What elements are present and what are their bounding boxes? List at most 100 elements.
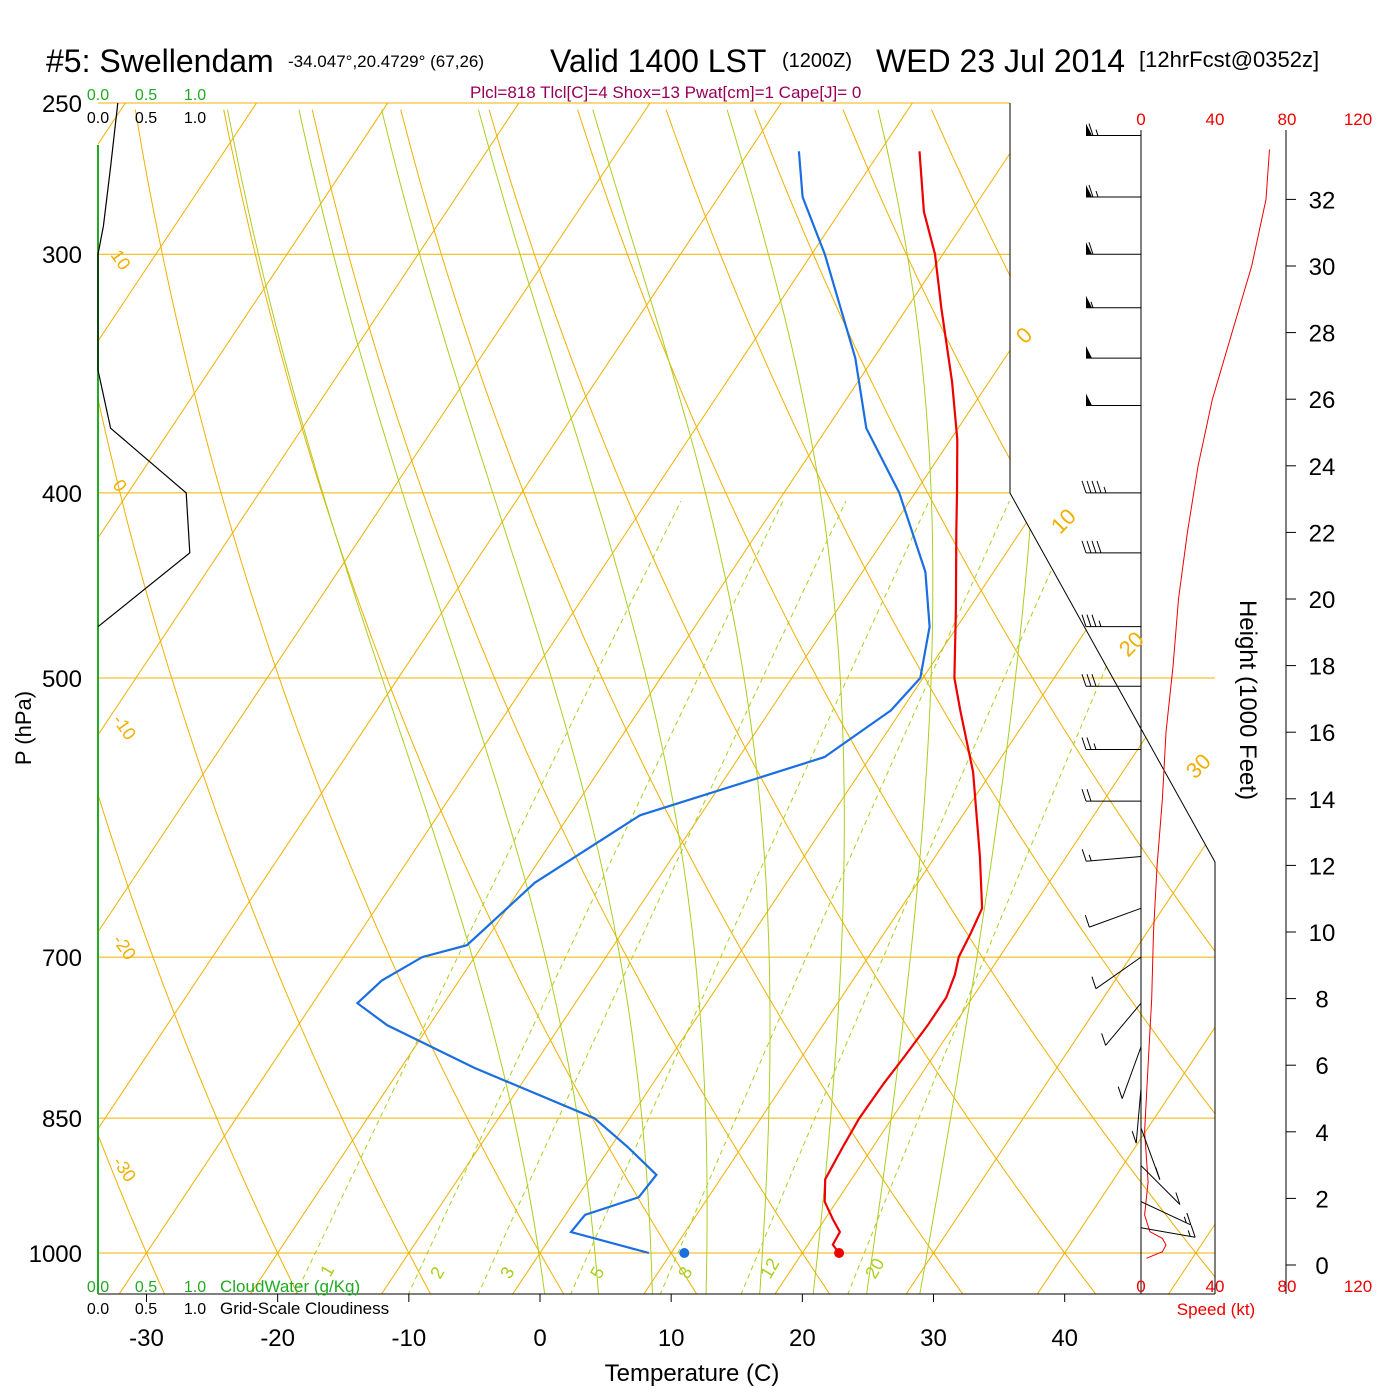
adiabat-label: 10 — [107, 246, 135, 274]
wind-barb-full — [1131, 1131, 1137, 1144]
wind-barb-full — [1101, 1033, 1107, 1046]
dry-adiabat — [754, 109, 1215, 1294]
surface-dewpoint-marker — [679, 1248, 690, 1258]
speed-tick-bottom: 120 — [1344, 1277, 1372, 1296]
wind-barb — [1117, 1046, 1142, 1099]
wind-barb-full — [1081, 674, 1087, 687]
wind-barb-full — [1086, 540, 1092, 554]
moist-adiabat — [298, 109, 601, 1294]
isotherm — [232, 103, 1044, 1294]
wind-barb-full — [1086, 674, 1092, 687]
title-zulu: (1200Z) — [782, 50, 852, 72]
dry-adiabat — [223, 109, 714, 1294]
adiabat-label: -30 — [109, 1153, 140, 1186]
temperature-tick-label: -30 — [129, 1325, 164, 1352]
wind-barb-full — [1086, 480, 1092, 494]
mixing-ratio-label: 12 — [756, 1255, 783, 1282]
isotherm — [626, 103, 1215, 1294]
wind-barb-full — [1081, 849, 1087, 862]
temperature-tick-label: -20 — [260, 1325, 295, 1352]
mixing-ratio-label: 5 — [586, 1263, 608, 1282]
wind-barb-flag — [1086, 242, 1092, 255]
cloud-tick-label: 1.0 — [184, 87, 206, 104]
wind-barb-full — [1096, 480, 1102, 494]
wind-barb-half — [1095, 190, 1099, 198]
plot-border-right — [1009, 103, 1216, 1294]
title-valid: Valid 1400 LST — [550, 43, 766, 79]
speed-tick-top: 40 — [1206, 110, 1225, 129]
wind-barb — [1140, 1225, 1196, 1238]
wind-barb — [1101, 1002, 1142, 1046]
wind-barb-full — [1081, 480, 1087, 494]
wind-barb-staff — [1140, 1201, 1192, 1226]
temperature-tick-label: 10 — [658, 1325, 685, 1352]
cloud-tick-label: 1.0 — [184, 1279, 206, 1296]
wind-barb-flag — [1086, 123, 1092, 136]
wind-barb-staff — [1140, 1165, 1181, 1205]
wind-barb-flag — [1086, 295, 1092, 308]
cloud-water-label: CloudWater (g/Kg) — [220, 1277, 360, 1296]
x-axis-title: Temperature (C) — [605, 1360, 780, 1387]
surface-temperature-marker — [834, 1248, 845, 1258]
moist-adiabat — [862, 109, 934, 1294]
isotherm — [101, 103, 913, 1294]
mixing-ratio-line — [466, 500, 847, 1294]
cloudiness-label: Grid-Scale Cloudiness — [220, 1299, 389, 1318]
dewpoint-line — [355, 151, 931, 1255]
wind-barb-full — [1081, 540, 1087, 554]
speed-tick-bottom: 0 — [1136, 1277, 1145, 1296]
cloud-tick-label: 0.0 — [87, 1301, 109, 1318]
wind-barb-full — [1091, 614, 1097, 627]
cloud-tick-label: 0.5 — [135, 87, 157, 104]
height-tick-label: 32 — [1309, 187, 1336, 214]
pressure-tick-label: 500 — [42, 666, 82, 693]
pressure-tick-label: 400 — [42, 481, 82, 508]
wind-barb-half — [1187, 1230, 1191, 1237]
height-tick-label: 4 — [1315, 1120, 1328, 1147]
temperature-line — [823, 151, 984, 1254]
pressure-tick-label: 1000 — [29, 1241, 82, 1268]
wind-barb-flag — [1086, 346, 1092, 359]
isotherm — [1282, 103, 1400, 1320]
temperature-tick-label: -10 — [391, 1325, 426, 1352]
title-forecast: [12hrFcst@0352z] — [1139, 47, 1319, 72]
wind-barb-half — [1098, 620, 1102, 627]
wind-barb-staff — [1105, 1002, 1142, 1046]
wind-barb-staff — [1140, 1227, 1196, 1238]
wind-barb-half — [1183, 1216, 1187, 1223]
isotherm — [98, 103, 651, 1294]
wind-speed-line — [1144, 149, 1270, 1259]
wind-barb-staff — [1121, 1046, 1142, 1099]
wind-barb — [1086, 346, 1141, 359]
isotherm — [757, 103, 1215, 1294]
cloudiness-line — [97, 102, 191, 628]
height-tick-label: 10 — [1309, 920, 1336, 947]
wind-barb — [1081, 849, 1142, 862]
wind-barb — [1086, 123, 1141, 137]
temperature-tick-label: 40 — [1051, 1325, 1078, 1352]
wind-barb — [1081, 614, 1141, 628]
wind-barb — [1086, 295, 1141, 309]
dry-adiabat — [488, 109, 1117, 1294]
height-tick-label: 28 — [1309, 321, 1336, 348]
cloud-tick-label: 1.0 — [184, 110, 206, 127]
cloud-tick-label: 0.0 — [87, 87, 109, 104]
wind-barb-full — [1081, 788, 1087, 802]
wind-barb-full — [1186, 1212, 1192, 1226]
title-station: #5: Swellendam — [46, 43, 274, 79]
height-tick-label: 8 — [1315, 987, 1328, 1014]
wind-barb — [1086, 184, 1141, 198]
moist-adiabat — [227, 109, 549, 1294]
dry-adiabat — [311, 109, 848, 1294]
wind-barb-staff — [1135, 1088, 1142, 1144]
mixing-ratio-line — [837, 500, 1178, 1294]
cloud-tick-label: 0.5 — [135, 110, 157, 127]
wind-barb-half — [1093, 743, 1097, 750]
wind-barb — [1140, 1127, 1161, 1180]
dry-adiabat — [1196, 109, 1215, 1294]
mixing-ratio-label: 8 — [674, 1263, 696, 1282]
isotherm — [1019, 103, 1215, 1294]
wind-barb-full — [1084, 914, 1090, 928]
adiabat-label: -10 — [109, 711, 140, 744]
